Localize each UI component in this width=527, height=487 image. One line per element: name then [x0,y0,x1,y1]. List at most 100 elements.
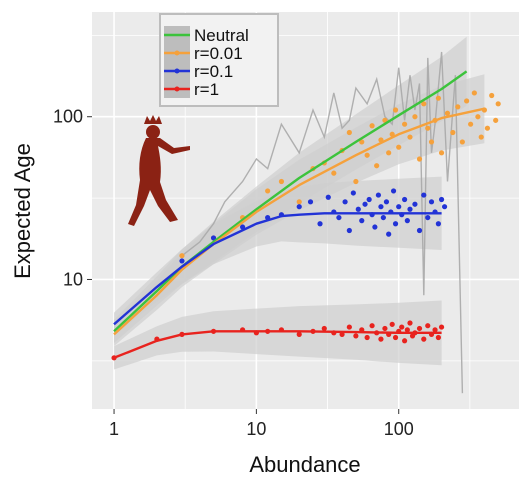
data-point-series-1 [407,134,413,140]
data-point-series-1 [416,156,423,162]
data-point-series-1 [435,95,441,101]
data-point-series-1 [468,121,474,127]
data-point-series-2 [362,201,368,207]
data-point-series-2 [407,206,413,212]
data-point-series-2 [179,258,185,264]
data-point-series-2 [438,196,445,203]
legend-label-neutral: Neutral [194,26,249,45]
data-point-series-1 [428,139,435,145]
legend-item-r01: r=0.1 [164,62,233,81]
data-point-series-1 [425,125,431,131]
data-point-series-1 [386,150,392,156]
data-point-series-2 [350,190,356,196]
data-point-series-3 [346,324,352,330]
data-point-series-3 [407,320,413,326]
data-point-series-2 [346,227,352,234]
data-point-series-2 [404,217,410,224]
data-point-series-1 [364,152,370,158]
y-tick-label: 10 [63,269,83,289]
data-point-series-1 [353,178,359,185]
data-point-series-2 [402,196,408,203]
data-point-series-2 [390,188,397,194]
data-point-series-1 [412,114,418,120]
data-point-series-2 [416,227,423,234]
data-point-series-3 [296,331,302,337]
data-point-series-1 [459,139,465,145]
data-point-series-2 [441,204,448,210]
data-point-series-1 [484,125,491,131]
data-point-series-1 [396,144,402,150]
data-point-series-3 [392,334,399,341]
data-point-series-2 [396,204,402,210]
data-point-series-1 [478,134,484,140]
fit-line-series-1 [113,107,485,336]
data-point-series-1 [402,121,408,127]
axis-ticks: 1 10 100 10 100 [53,107,414,439]
data-point-series-1 [455,104,461,110]
raw-trace-line [181,51,464,394]
data-point-series-1 [392,107,399,113]
data-point-series-3 [438,324,445,330]
data-point-series-1 [464,98,470,104]
data-point-series-1 [296,199,302,205]
data-point-series-3 [416,325,423,332]
fit-line-series-3 [113,330,442,359]
legend-label-r01: r=0.1 [194,62,233,81]
data-point-series-2 [355,206,361,212]
data-point-series-1 [421,101,427,107]
fit-line-series-0 [113,70,468,333]
data-point-series-1 [359,139,365,145]
x-axis-title: Abundance [249,452,360,477]
raw-trace [181,51,464,394]
fit-lines [113,70,485,359]
data-point-series-1 [444,110,451,116]
data-point-series-1 [471,90,477,96]
x-tick-label: 10 [246,419,266,439]
data-point-series-1 [493,117,499,123]
data-point-series-2 [342,199,348,205]
legend-item-r001: r=0.01 [164,44,243,63]
data-point-series-3 [435,334,441,341]
data-point-series-3 [364,334,370,341]
data-point-series-1 [179,253,185,259]
ribbon-3 [114,300,442,370]
x-tick-label: 100 [384,419,414,439]
data-point-series-3 [404,327,410,333]
data-point-series-3 [399,324,405,330]
ribbon-2 [114,176,442,336]
data-point-series-2 [378,204,384,210]
data-point-series-2 [307,199,314,205]
data-point-series-2 [372,224,378,230]
y-tick-label: 100 [53,107,83,127]
data-point-series-2 [425,214,431,221]
data-point-series-1 [438,150,445,156]
data-point-series-2 [375,192,382,198]
data-point-series-1 [374,163,380,169]
legend-item-neutral: Neutral [164,26,249,45]
fit-line-series-2 [113,212,442,326]
data-point-series-1 [475,114,481,120]
data-point-series-2 [359,217,365,224]
data-point-series-2 [325,194,331,200]
data-point-series-2 [336,214,342,221]
data-point-series-2 [392,221,399,227]
data-point-series-2 [210,235,217,241]
walking-crowned-figure-icon [128,115,190,226]
data-point-series-2 [428,199,435,205]
data-point-series-3 [353,333,359,339]
data-point-series-3 [389,321,395,327]
data-point-series-2 [380,214,386,221]
data-point-series-3 [369,323,375,329]
data-point-series-3 [432,327,438,333]
data-point-series-1 [369,123,375,129]
data-point-series-2 [296,204,302,210]
legend: Neutral r=0.01 r=0.1 r=1 [159,13,279,107]
data-point-series-1 [450,129,456,136]
data-point-series-3 [321,325,327,332]
data-point-series-2 [435,221,441,227]
x-tick-label: 1 [109,419,119,439]
data-point-series-1 [265,188,271,194]
data-point-series-3 [425,323,431,329]
data-point-series-2 [383,199,390,205]
